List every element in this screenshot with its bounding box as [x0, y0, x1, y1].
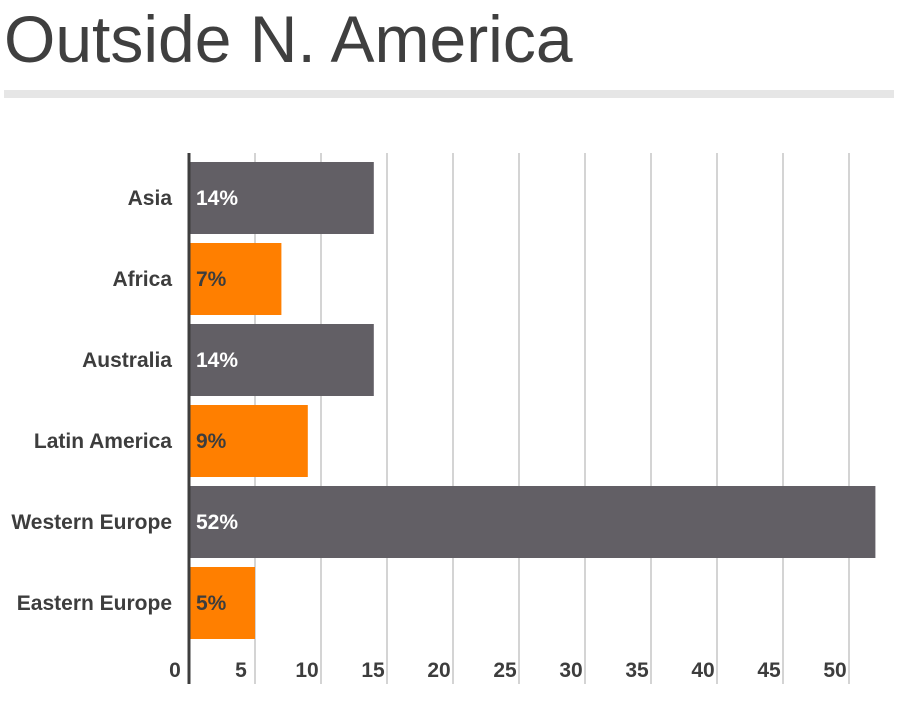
- page-title: Outside N. America: [4, 2, 573, 76]
- title-divider: [4, 90, 894, 98]
- category-label: Eastern Europe: [17, 592, 172, 615]
- bar: [190, 405, 308, 477]
- bar: [190, 243, 282, 315]
- x-tick-label: 40: [691, 659, 714, 682]
- bar: [190, 324, 374, 396]
- bar-value-label: 52%: [196, 511, 238, 534]
- x-tick-label: 45: [757, 659, 781, 682]
- x-tick-label: 25: [493, 659, 517, 682]
- bar: [190, 567, 255, 639]
- bar-value-label: 14%: [196, 187, 238, 210]
- x-tick-label: 5: [235, 659, 247, 682]
- x-tick-label: 20: [427, 659, 450, 682]
- bar-value-label: 5%: [196, 592, 227, 615]
- bar: [190, 486, 876, 558]
- bar-value-label: 7%: [196, 268, 227, 291]
- x-tick-label: 30: [559, 659, 582, 682]
- category-label: Australia: [82, 349, 172, 372]
- x-tick-label: 15: [361, 659, 385, 682]
- x-tick-label: 0: [169, 659, 181, 682]
- x-tick-label: 35: [625, 659, 649, 682]
- category-label: Asia: [128, 187, 173, 210]
- category-label: Western Europe: [11, 511, 172, 534]
- bar-value-label: 14%: [196, 349, 238, 372]
- bar: [190, 162, 374, 234]
- x-tick-label: 10: [295, 659, 318, 682]
- category-label: Latin America: [34, 430, 172, 453]
- bar-value-label: 9%: [196, 430, 227, 453]
- x-tick-label: 50: [823, 659, 846, 682]
- category-label: Africa: [112, 268, 172, 291]
